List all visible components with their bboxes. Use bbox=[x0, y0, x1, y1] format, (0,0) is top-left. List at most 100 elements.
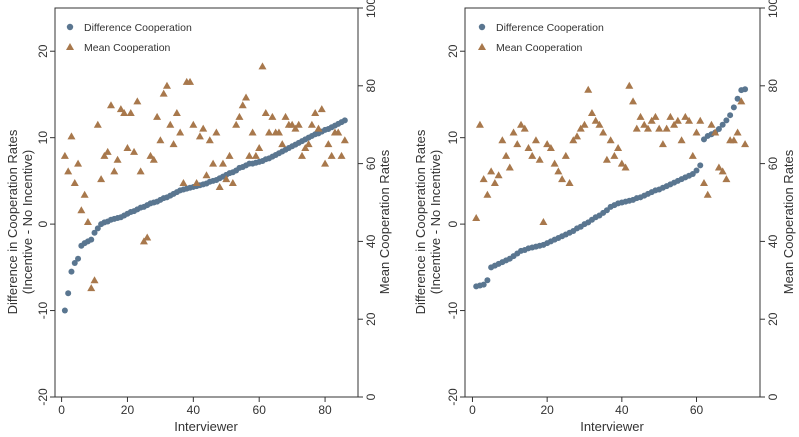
mean-cooperation-point bbox=[673, 116, 682, 124]
mean-cooperation-point bbox=[524, 144, 533, 152]
mean-cooperation-point bbox=[513, 140, 522, 148]
x-tick-label: 60 bbox=[690, 403, 704, 417]
mean-cooperation-point bbox=[324, 140, 333, 148]
right-y-axis-title: Difference in Cooperation Rates bbox=[413, 129, 428, 314]
mean-cooperation-point bbox=[494, 171, 503, 179]
mean-cooperation-point bbox=[195, 132, 204, 140]
legend-difference-marker bbox=[478, 23, 486, 31]
mean-cooperation-point bbox=[617, 159, 626, 167]
mean-cooperation-point bbox=[248, 128, 257, 136]
y2-tick-label: 80 bbox=[364, 79, 378, 93]
mean-cooperation-point bbox=[255, 144, 264, 152]
mean-cooperation-point bbox=[651, 112, 660, 120]
mean-cooperation-point bbox=[502, 151, 511, 159]
right-y2-axis-title: Mean Cooperation Rates bbox=[781, 149, 796, 294]
mean-cooperation-point bbox=[528, 151, 537, 159]
mean-cooperation-point bbox=[156, 136, 165, 144]
difference-cooperation-point bbox=[88, 236, 95, 243]
x-tick-label: 60 bbox=[253, 403, 267, 417]
y2-tick-label: 60 bbox=[766, 157, 780, 171]
y-tick-label: 0 bbox=[36, 220, 50, 227]
mean-cooperation-point bbox=[265, 128, 274, 136]
mean-cooperation-point bbox=[80, 190, 89, 198]
mean-cooperation-point bbox=[561, 151, 570, 159]
mean-cooperation-point bbox=[517, 120, 526, 128]
mean-cooperation-point bbox=[261, 109, 270, 117]
difference-cooperation-point bbox=[723, 117, 730, 124]
mean-cooperation-point bbox=[647, 116, 656, 124]
mean-cooperation-point bbox=[531, 136, 540, 144]
mean-cooperation-point bbox=[573, 132, 582, 140]
mean-cooperation-point bbox=[113, 155, 122, 163]
legend-mean-label: Mean Cooperation bbox=[84, 42, 171, 54]
mean-cooperation-point bbox=[60, 151, 69, 159]
mean-cooperation-point bbox=[565, 179, 574, 187]
x-tick-label: 20 bbox=[121, 403, 135, 417]
mean-cooperation-point bbox=[301, 144, 310, 152]
mean-cooperation-point bbox=[205, 136, 214, 144]
mean-cooperation-point bbox=[199, 124, 208, 132]
difference-cooperation-point bbox=[94, 225, 101, 232]
y-tick-label: 0 bbox=[446, 220, 460, 227]
mean-cooperation-point bbox=[189, 120, 198, 128]
mean-cooperation-point bbox=[311, 109, 320, 117]
mean-cooperation-point bbox=[737, 97, 746, 105]
mean-cooperation-point bbox=[722, 175, 731, 183]
left-panel: Difference in Cooperation Rates (Incenti… bbox=[5, 0, 392, 434]
right-x-axis-title: Interviewer bbox=[580, 419, 644, 434]
mean-cooperation-point bbox=[251, 151, 260, 159]
difference-cooperation-point bbox=[730, 104, 737, 111]
difference-cooperation-point bbox=[697, 162, 704, 169]
legend-difference-label: Difference Cooperation bbox=[84, 22, 192, 34]
mean-cooperation-point bbox=[614, 144, 623, 152]
mean-cooperation-point bbox=[238, 101, 247, 109]
mean-cooperation-point bbox=[655, 124, 664, 132]
mean-cooperation-point bbox=[487, 167, 496, 175]
y-tick-label: 10 bbox=[36, 131, 50, 145]
mean-cooperation-point bbox=[225, 151, 234, 159]
mean-cooperation-point bbox=[475, 120, 484, 128]
mean-cooperation-point bbox=[298, 151, 307, 159]
left-y-axis-title: Difference in Cooperation Rates bbox=[5, 129, 20, 314]
y-tick-label: 20 bbox=[36, 44, 50, 58]
mean-cooperation-point bbox=[688, 151, 697, 159]
mean-cooperation-point bbox=[640, 120, 649, 128]
mean-cooperation-point bbox=[64, 167, 73, 175]
mean-cooperation-point bbox=[242, 93, 251, 101]
y-tick-label: -20 bbox=[36, 388, 50, 406]
mean-cooperation-point bbox=[74, 159, 83, 167]
mean-cooperation-point bbox=[733, 128, 742, 136]
mean-cooperation-point bbox=[169, 140, 178, 148]
mean-cooperation-point bbox=[149, 155, 158, 163]
mean-cooperation-point bbox=[584, 85, 593, 93]
x-tick-label: 40 bbox=[615, 403, 629, 417]
x-tick-label: 80 bbox=[318, 403, 332, 417]
mean-cooperation-point bbox=[662, 124, 671, 132]
mean-cooperation-point bbox=[87, 284, 96, 292]
mean-cooperation-point bbox=[535, 155, 544, 163]
right-panel: Difference in Cooperation Rates (Incenti… bbox=[413, 0, 796, 434]
mean-cooperation-point bbox=[632, 124, 641, 132]
y2-tick-label: 100 bbox=[766, 0, 780, 18]
mean-cooperation-point bbox=[294, 120, 303, 128]
mean-cooperation-point bbox=[670, 120, 679, 128]
mean-cooperation-point bbox=[681, 112, 690, 120]
mean-cooperation-point bbox=[281, 112, 290, 120]
mean-cooperation-point bbox=[172, 109, 181, 117]
mean-cooperation-point bbox=[153, 112, 162, 120]
mean-cooperation-point bbox=[479, 175, 488, 183]
x-tick-label: 0 bbox=[469, 403, 476, 417]
mean-cooperation-point bbox=[576, 124, 585, 132]
y2-tick-label: 20 bbox=[364, 312, 378, 326]
mean-cooperation-point bbox=[209, 159, 218, 167]
legend-mean-marker bbox=[66, 43, 74, 50]
left-plot-frame bbox=[54, 7, 359, 398]
y2-tick-label: 100 bbox=[364, 0, 378, 18]
y-tick-label: 10 bbox=[446, 131, 460, 145]
mean-cooperation-point bbox=[278, 140, 287, 148]
mean-cooperation-point bbox=[729, 136, 738, 144]
mean-cooperation-point bbox=[192, 179, 201, 187]
mean-cooperation-point bbox=[643, 124, 652, 132]
mean-cooperation-point bbox=[610, 151, 619, 159]
